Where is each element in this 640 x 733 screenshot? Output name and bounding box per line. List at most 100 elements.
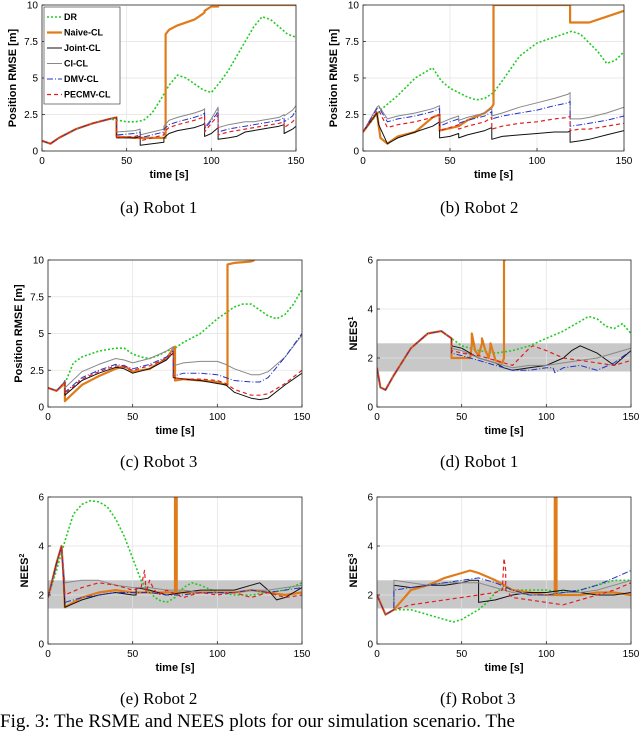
plot-area (377, 497, 631, 644)
y-tick-label: 4 (367, 542, 373, 553)
y-tick-label: 0 (367, 403, 373, 414)
y-axis-label: Position RMSE [m] (7, 28, 19, 127)
y-axis-label: Position RMSE [m] (13, 284, 25, 383)
x-axis-label: time [s] (484, 425, 523, 437)
panel-caption: (a) Robot 1 (120, 198, 197, 217)
series-line-dmv-cl (363, 100, 624, 133)
chart-panel-c: 0 50 100 150 0 2.5 5 7.5 10 time [s] Position RMSE… (13, 256, 311, 472)
panel-caption: (b) Robot 2 (440, 198, 518, 217)
x-tick-label: 50 (127, 649, 139, 660)
series-line-pecmv-cl (377, 330, 631, 391)
x-axis-label: time [s] (149, 169, 188, 181)
x-tick-label: 50 (456, 412, 468, 423)
x-tick-label: 100 (203, 156, 220, 167)
series-line-dr (377, 315, 631, 391)
legend-label: Naive-CL (64, 28, 104, 38)
x-tick-label: 100 (538, 649, 555, 660)
series-group (42, 5, 296, 146)
x-tick-label: 150 (623, 412, 640, 423)
legend-label: CI-CL (64, 59, 88, 69)
y-tick-label: 2.5 (30, 366, 44, 377)
series-group (377, 497, 631, 623)
x-tick-label: 50 (121, 156, 133, 167)
x-tick-label: 50 (456, 649, 468, 660)
series-group (377, 260, 631, 391)
x-tick-label: 150 (294, 649, 311, 660)
x-tick-label: 150 (294, 412, 311, 423)
legend-label: Joint-CL (64, 43, 101, 53)
y-tick-label: 10 (27, 1, 39, 12)
y-tick-label: 0 (32, 147, 38, 158)
figure-caption: Fig. 3: The RSME and NEES plots for our … (0, 711, 515, 732)
x-tick-label: 0 (45, 649, 51, 660)
y-tick-label: 2 (367, 591, 373, 602)
chart-panel-a: 0 50 100 150 0 2.5 5 7.5 10 time [s] Position RMSE… (7, 1, 305, 218)
x-tick-label: 50 (444, 156, 456, 167)
series-line-dr (363, 30, 624, 133)
legend-label: DMV-CL (64, 74, 99, 84)
y-tick-label: 0 (367, 640, 373, 651)
x-tick-label: 0 (360, 156, 366, 167)
y-tick-label: 2 (367, 354, 373, 365)
x-tick-label: 0 (45, 412, 51, 423)
plot-frame (376, 496, 632, 645)
y-tick-label: 6 (38, 493, 44, 504)
series-group (48, 497, 302, 609)
y-axis-label-text: NEES (348, 320, 360, 350)
panel-caption: (c) Robot 3 (120, 452, 197, 471)
x-axis-label: time [s] (155, 425, 194, 437)
panel-caption: (f) Robot 3 (440, 689, 516, 708)
series-line-naive-cl (377, 497, 631, 616)
y-axis-label-text: Position RMSE [m] (13, 284, 25, 383)
legend-box (43, 6, 121, 105)
panel-caption: (e) Robot 2 (120, 689, 197, 708)
series-line-dr (48, 499, 302, 604)
series-line-ci-cl (377, 579, 631, 616)
series-line-dr (48, 288, 302, 392)
y-tick-label: 4 (367, 305, 373, 316)
plot-frame (376, 259, 632, 408)
y-tick-label: 7.5 (345, 37, 359, 48)
y-tick-label: 7.5 (24, 37, 38, 48)
series-line-pecmv-cl (48, 352, 302, 396)
x-tick-label: 150 (623, 649, 640, 660)
chart-panel-d: 0 50 100 150 0 2 4 6 time [s] NEES1 (d) Robot 1 (348, 256, 640, 472)
series-line-dmv-cl (48, 545, 302, 603)
y-tick-label: 10 (33, 256, 45, 267)
chart-panel-f: 0 50 100 150 0 2 4 6 time [s] NEES3 (f) Robot 3 (348, 493, 640, 709)
x-axis-label: time [s] (474, 169, 513, 181)
y-tick-label: 0 (353, 147, 359, 158)
y-tick-label: 2 (38, 591, 44, 602)
legend-label: PECMV-CL (64, 90, 111, 100)
y-tick-label: 10 (348, 1, 360, 12)
plot-frame (47, 496, 303, 645)
series-line-pecmv-cl (363, 109, 624, 133)
legend: DR Naive-CL Joint-CL CI-CL DMV-CL PECMV-CL (43, 6, 121, 105)
series-line-naive-cl (363, 5, 624, 145)
series-line-ci-cl (48, 334, 302, 392)
x-tick-label: 100 (529, 156, 546, 167)
y-axis-label-text: Position RMSE [m] (7, 28, 19, 127)
y-axis-label-text: NEES (19, 557, 31, 587)
y-tick-label: 4 (38, 542, 44, 553)
x-axis-label: time [s] (155, 662, 194, 674)
y-tick-label: 7.5 (30, 292, 44, 303)
y-axis-label-superscript: 2 (19, 553, 26, 557)
x-tick-label: 100 (209, 649, 226, 660)
x-axis-label: time [s] (484, 662, 523, 674)
y-axis-label-superscript: 3 (348, 553, 355, 557)
x-tick-label: 100 (538, 412, 555, 423)
y-axis-label: NEES2 (19, 553, 31, 587)
y-axis-label: NEES3 (348, 553, 360, 587)
y-tick-label: 6 (367, 256, 373, 267)
y-tick-label: 2.5 (24, 110, 38, 121)
y-tick-label: 0 (38, 640, 44, 651)
x-tick-label: 150 (616, 156, 633, 167)
y-tick-label: 5 (353, 74, 359, 85)
series-line-pecmv-cl (48, 545, 302, 599)
series-line-ci-cl (363, 92, 624, 133)
y-axis-label: NEES1 (348, 316, 360, 350)
series-group (363, 5, 624, 145)
